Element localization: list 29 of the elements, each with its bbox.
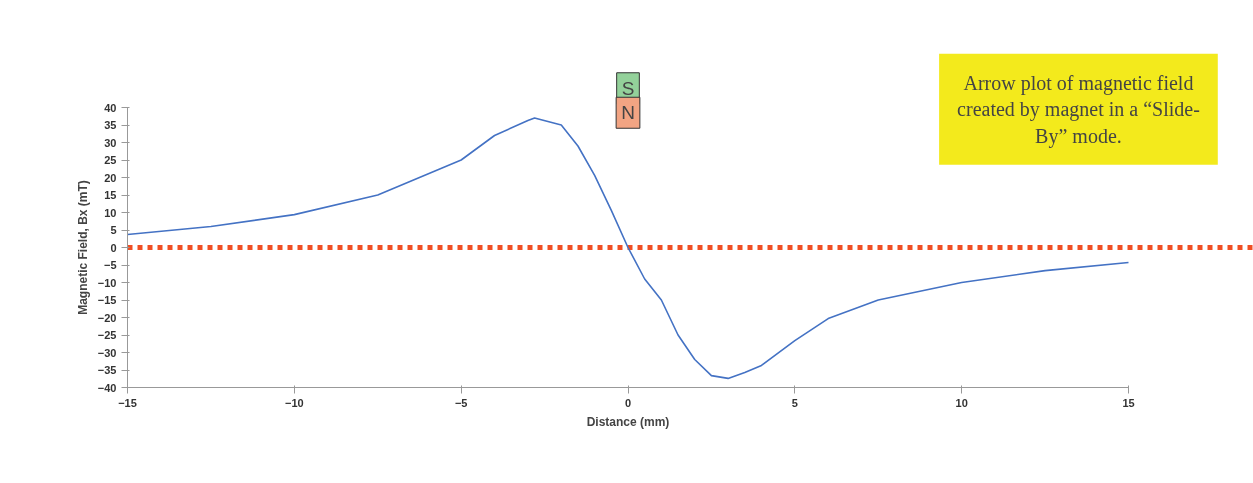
x-tick-label: 15 bbox=[1122, 396, 1135, 409]
y-tick-label: −40 bbox=[97, 381, 117, 394]
x-tick-label: −5 bbox=[454, 396, 468, 409]
y-tick-label: 15 bbox=[104, 189, 117, 201]
annotation: Arrow plot of magnetic field created by magnet in a “Slide-By” mode. bbox=[957, 71, 1200, 148]
y-tick-label: 5 bbox=[110, 224, 117, 236]
y-axis-title: Magnetic Field, Bx (mT) bbox=[75, 180, 90, 315]
y-tick-label: 25 bbox=[104, 154, 117, 166]
y-tick-label: −35 bbox=[97, 364, 117, 376]
x-axis-title: Distance (mm) bbox=[586, 414, 670, 429]
y-tick-label: 0 bbox=[110, 241, 117, 254]
x-tick-label: −10 bbox=[285, 396, 304, 409]
x-tick-label: 5 bbox=[791, 396, 798, 409]
y-tick-label: −30 bbox=[97, 346, 117, 359]
x-tick-label: −15 bbox=[118, 396, 137, 409]
y-tick-label: 30 bbox=[104, 136, 117, 149]
text: S bbox=[621, 77, 635, 99]
y-tick-label: 40 bbox=[104, 101, 117, 114]
y-tick-label: 35 bbox=[104, 119, 117, 131]
y-tick-label: −15 bbox=[97, 294, 117, 306]
annotation: N bbox=[621, 102, 635, 124]
y-tick-label: 20 bbox=[104, 171, 117, 184]
y-tick-label: 10 bbox=[104, 206, 117, 219]
x-tick-label: 0 bbox=[624, 396, 632, 409]
y-tick-label: −10 bbox=[97, 276, 117, 289]
y-tick-label: −20 bbox=[97, 311, 117, 324]
x-tick-label: 10 bbox=[955, 396, 968, 409]
y-tick-label: −25 bbox=[97, 329, 117, 341]
y-tick-label: −5 bbox=[103, 259, 117, 271]
